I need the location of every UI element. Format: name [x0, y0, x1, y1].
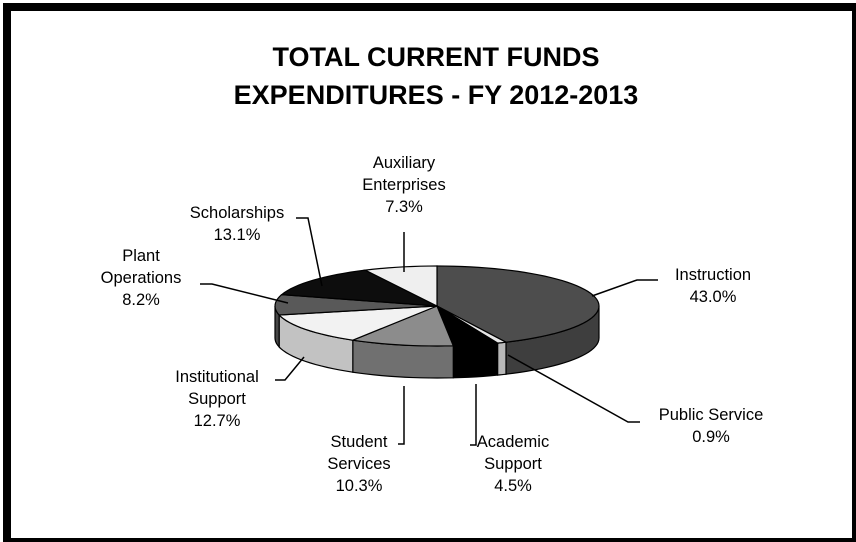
slice-name-label: Support [188, 390, 246, 408]
pie-slice-side [452, 342, 499, 379]
leader-line [200, 283, 289, 304]
pie-slice [274, 293, 438, 316]
slice-name-label: Support [484, 455, 542, 473]
pie-slice [363, 265, 438, 307]
leader-line [296, 217, 323, 287]
pie-slice [350, 305, 455, 347]
slice-value-label: 43.0% [690, 288, 737, 306]
pie-sides [274, 305, 600, 379]
slice-name-label: Instruction [675, 266, 751, 284]
slice-name-label: Institutional [175, 368, 258, 386]
slice-value-label: 8.2% [122, 291, 160, 309]
pie-top [274, 265, 600, 347]
slice-name-label: Public Service [659, 406, 764, 424]
pie-slice-side [496, 341, 507, 376]
chart-title-line-1: TOTAL CURRENT FUNDS [273, 42, 600, 72]
leader-line [470, 384, 477, 446]
slice-name-label: Enterprises [362, 176, 445, 194]
slice-value-label: 10.3% [336, 477, 383, 495]
pie-labels: Instruction 43.0% Public Service 0.9% Academ… [101, 154, 764, 495]
slice-value-label: 0.9% [692, 428, 730, 446]
chart-title-line-2: EXPENDITURES - FY 2012-2013 [234, 80, 639, 110]
slice-value-label: 12.7% [194, 412, 241, 430]
pie-leaders [200, 217, 658, 446]
slice-name-label: Scholarships [190, 204, 284, 222]
slice-value-label: 4.5% [494, 477, 532, 495]
slice-name-label: Student [331, 433, 388, 451]
slice-name-label: Operations [101, 269, 182, 287]
pie-slice [277, 305, 438, 341]
slice-value-label: 7.3% [385, 198, 423, 216]
leader-line [507, 354, 640, 423]
leader-line [398, 386, 405, 445]
pie-slice [435, 304, 500, 347]
slice-name-label: Services [327, 455, 390, 473]
slice-value-label: 13.1% [214, 226, 261, 244]
slice-name-label: Plant [122, 247, 160, 265]
pie-slice [436, 265, 600, 343]
slice-name-label: Academic [477, 433, 549, 451]
slice-name-label: Auxiliary [373, 154, 436, 172]
leader-line [591, 279, 658, 297]
leader-line [275, 356, 305, 381]
